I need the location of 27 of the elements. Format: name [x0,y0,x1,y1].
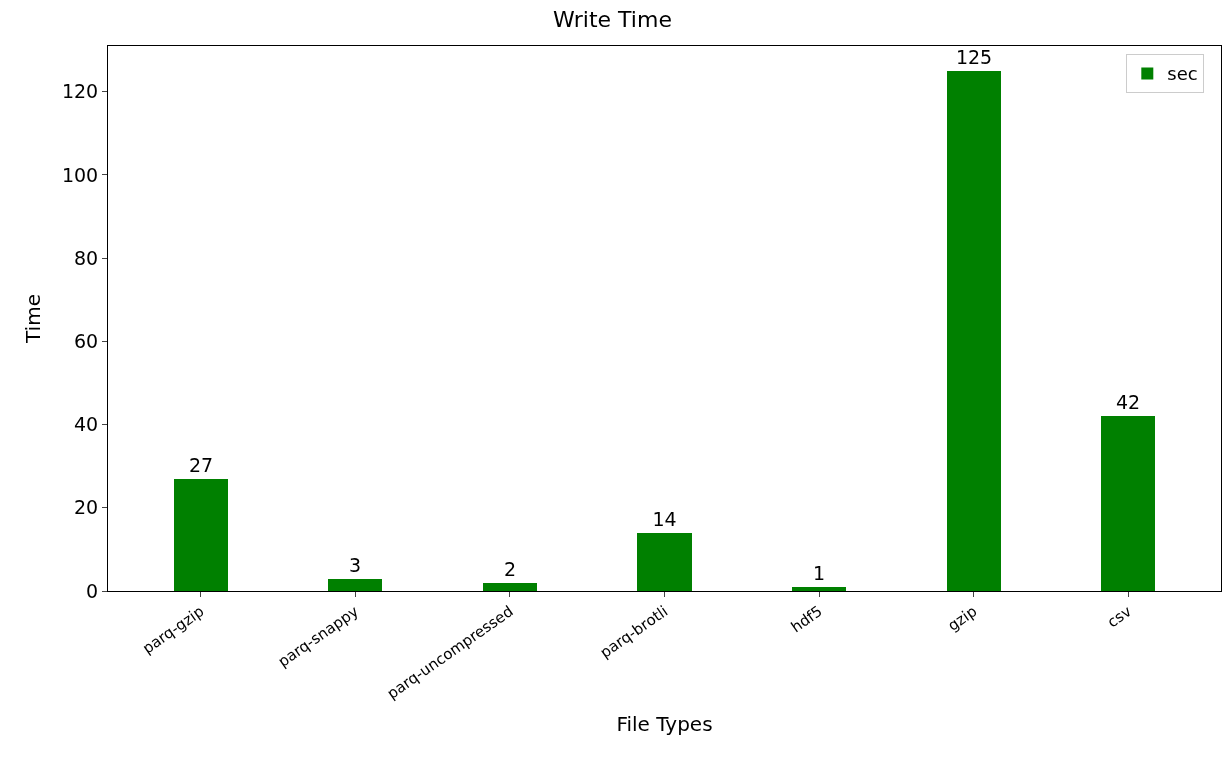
bar [947,71,1001,591]
y-tick-label: 40 [74,413,99,436]
bar [483,583,537,591]
bar [1101,416,1155,591]
data-label: 42 [1115,391,1141,413]
bar [637,533,692,591]
y-axis-title: Time [21,294,46,344]
y-tick-label: 100 [61,163,99,186]
data-label: 27 [188,454,214,476]
y-tick-label: 0 [86,579,99,602]
chart-title: Write Time [553,7,672,33]
x-tick-label: gzip [944,602,981,635]
y-tick-label: 120 [61,80,99,103]
data-label: 125 [955,46,993,68]
y-tick-label: 60 [74,330,99,353]
x-axis-title: File Types [616,712,713,737]
data-label: 14 [652,508,677,530]
bar [792,587,846,591]
bar [174,479,228,591]
data-label: 3 [348,554,362,576]
data-label: 1 [812,562,826,584]
y-tick-label: 20 [74,496,99,519]
data-label: 2 [503,558,517,580]
legend-label: sec [1167,63,1198,85]
bar [328,579,382,591]
y-tick-label: 80 [74,246,99,269]
x-tick-label: csv [1104,602,1135,632]
